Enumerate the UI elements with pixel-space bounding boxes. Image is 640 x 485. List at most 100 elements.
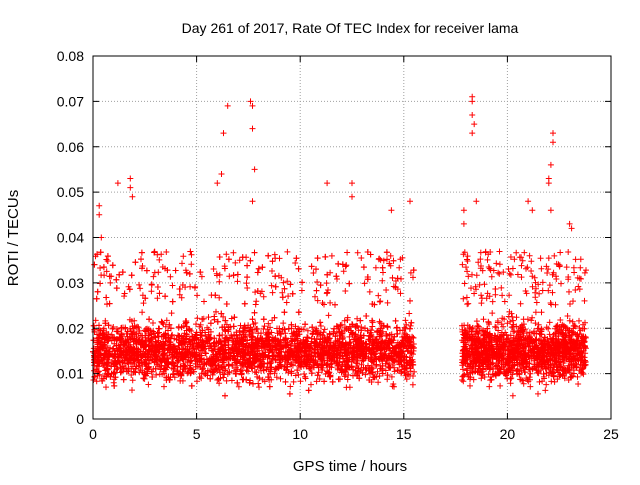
data-point: [94, 296, 100, 302]
data-point: [152, 270, 158, 276]
data-point: [482, 281, 488, 287]
data-point: [177, 286, 183, 292]
data-point: [292, 260, 298, 266]
data-point: [391, 384, 397, 390]
data-point: [498, 285, 504, 291]
data-point: [383, 287, 389, 293]
data-point: [107, 273, 113, 279]
data-point: [222, 393, 228, 399]
data-point: [566, 289, 572, 295]
data-point: [217, 254, 223, 260]
data-point: [299, 288, 305, 294]
data-point: [96, 322, 102, 328]
data-point: [388, 253, 394, 259]
data-point: [280, 294, 286, 300]
data-point: [110, 262, 116, 268]
data-point: [287, 384, 293, 390]
data-point: [375, 293, 381, 299]
data-point: [97, 265, 103, 271]
data-point: [93, 317, 99, 323]
data-point: [129, 387, 135, 393]
data-point: [344, 250, 350, 256]
data-point: [575, 374, 581, 380]
data-point: [155, 284, 161, 290]
data-point: [377, 298, 383, 304]
data-point: [91, 262, 97, 268]
data-point: [551, 253, 557, 259]
data-point: [231, 272, 237, 278]
data-point: [287, 281, 293, 287]
data-point: [298, 378, 304, 384]
data-point: [391, 258, 397, 264]
data-point: [156, 333, 162, 339]
data-point: [235, 272, 241, 278]
data-point: [322, 326, 328, 332]
data-point: [137, 285, 143, 291]
data-point: [272, 255, 278, 261]
data-point: [384, 249, 390, 255]
data-point: [187, 271, 193, 277]
data-point: [132, 259, 138, 265]
data-point: [230, 250, 236, 256]
data-point: [111, 383, 117, 389]
data-point: [229, 378, 235, 384]
data-point: [243, 377, 249, 383]
data-point: [543, 382, 549, 388]
data-point: [486, 384, 492, 390]
data-point: [337, 376, 343, 382]
data-point: [384, 323, 390, 329]
data-point: [250, 381, 256, 387]
data-point: [113, 277, 119, 283]
data-point: [247, 258, 253, 264]
data-point: [255, 381, 261, 387]
data-point: [460, 366, 466, 372]
data-point: [180, 253, 186, 259]
data-point: [460, 378, 466, 384]
data-point: [269, 283, 275, 289]
data-point: [179, 260, 185, 266]
data-point: [170, 283, 176, 289]
data-point: [343, 262, 349, 268]
data-point: [342, 373, 348, 379]
data-point: [101, 264, 107, 270]
data-point: [545, 326, 551, 332]
data-point: [256, 266, 262, 272]
data-point: [139, 309, 145, 315]
data-point: [265, 253, 271, 259]
data-point: [129, 272, 135, 278]
data-point: [226, 362, 232, 368]
data-point: [252, 250, 258, 256]
data-point: [464, 257, 470, 263]
data-point: [188, 261, 194, 267]
data-point: [309, 324, 315, 330]
data-point: [244, 280, 250, 286]
data-point: [283, 336, 289, 342]
data-point: [273, 284, 279, 290]
data-point: [270, 258, 276, 264]
data-point: [398, 290, 404, 296]
data-point: [527, 329, 533, 335]
data-point: [380, 265, 386, 271]
data-point: [253, 302, 259, 308]
data-point: [358, 255, 364, 261]
data-point: [291, 379, 297, 385]
data-point: [98, 272, 104, 278]
data-point: [287, 391, 293, 397]
data-point: [261, 316, 267, 322]
data-point: [489, 274, 495, 280]
data-point: [130, 377, 136, 383]
data-point: [234, 380, 240, 386]
data-point: [565, 249, 571, 255]
data-point: [510, 318, 516, 324]
data-point: [236, 384, 242, 390]
data-point: [103, 257, 109, 263]
data-point: [478, 292, 484, 298]
data-point: [148, 288, 154, 294]
data-point: [301, 371, 307, 377]
data-point: [187, 249, 193, 255]
data-point: [121, 377, 127, 383]
data-point: [138, 256, 144, 262]
data-point: [410, 382, 416, 388]
data-point: [250, 316, 256, 322]
